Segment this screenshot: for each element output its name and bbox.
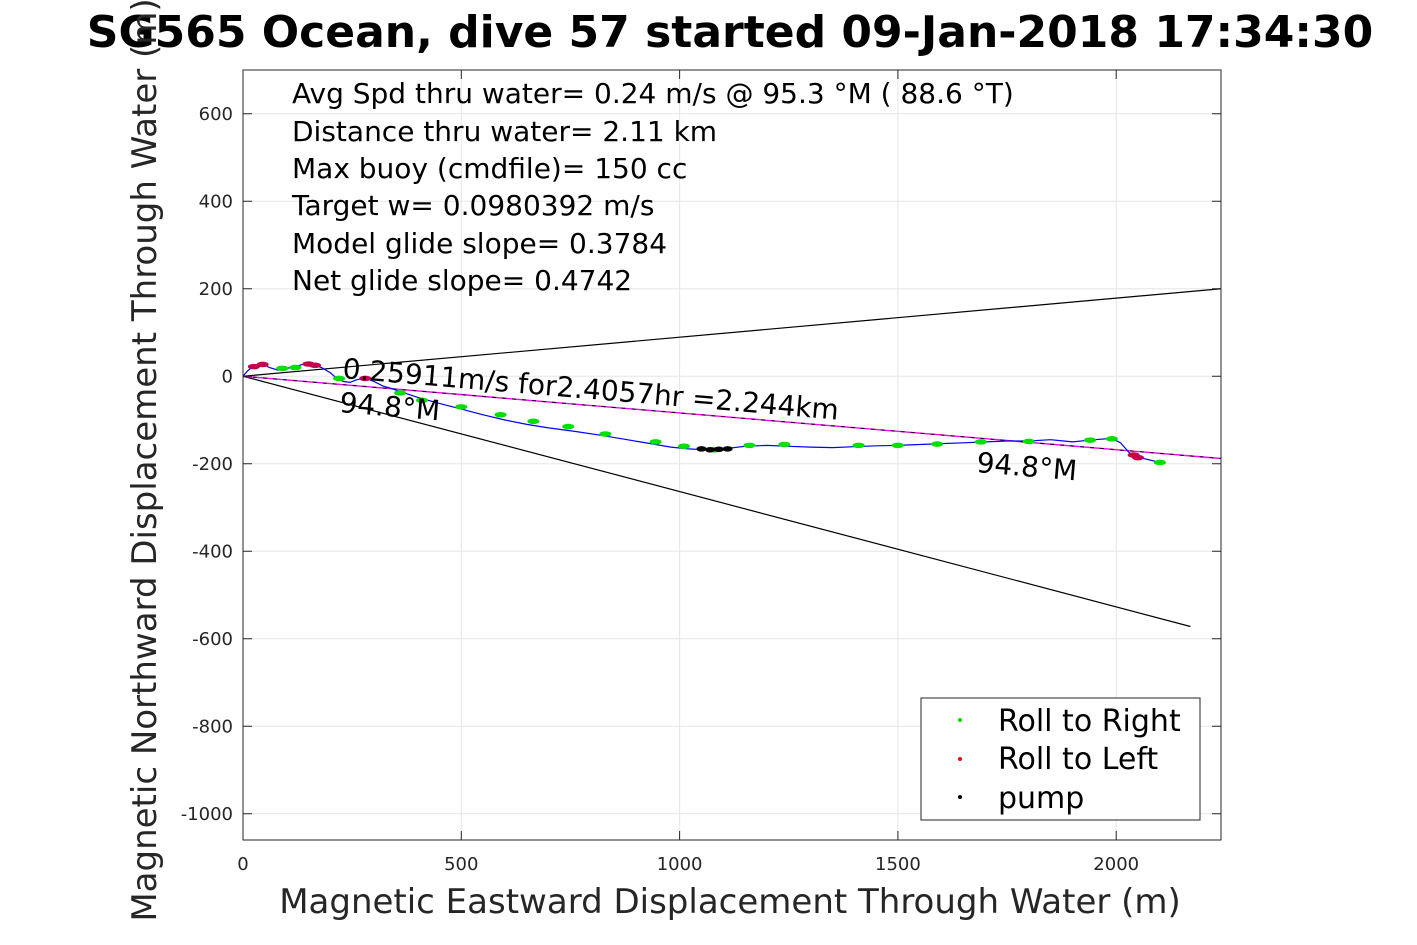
roll-right-point <box>974 439 987 445</box>
x-axis-label: Magnetic Eastward Displacement Through W… <box>279 882 1181 922</box>
stat-net-glide: Net glide slope= 0.4742 <box>292 264 632 297</box>
legend: Roll to Right Roll to Left pump <box>920 697 1201 821</box>
roll-right-point <box>931 441 944 447</box>
stats-block: Avg Spd thru water= 0.24 m/s @ 95.3 °M (… <box>291 77 1014 297</box>
roll-points <box>247 361 1166 466</box>
roll-left-point <box>309 362 322 369</box>
roll-right-point <box>1084 437 1097 443</box>
chart-title: SG565 Ocean, dive 57 started 09-Jan-2018… <box>87 7 1373 58</box>
roll-right-point <box>333 375 346 382</box>
roll-right-point <box>743 442 756 449</box>
roll-right-point <box>1022 438 1035 445</box>
x-tick-label: 500 <box>444 854 478 875</box>
legend-marker-roll-right <box>958 718 962 722</box>
roll-right-point <box>394 390 407 396</box>
pump-point <box>696 446 707 452</box>
roll-right-point <box>455 404 468 410</box>
x-tick-label: 1000 <box>657 854 703 875</box>
roll-right-point <box>289 364 302 371</box>
roll-right-point <box>778 441 791 448</box>
grid <box>242 70 1221 840</box>
cone-line <box>242 375 1191 628</box>
legend-label-roll-left: Roll to Left <box>998 742 1158 777</box>
y-tick-label: -600 <box>192 629 233 650</box>
roll-right-point <box>1105 436 1118 442</box>
legend-marker-pump <box>958 795 962 799</box>
pump-point <box>705 446 716 453</box>
cone-line <box>242 288 1222 377</box>
stat-max-buoy: Max buoy (cmdfile)= 150 cc <box>292 152 687 185</box>
roll-right-point <box>891 442 904 449</box>
x-tick-label: 1500 <box>875 854 921 875</box>
roll-right-point <box>649 439 662 445</box>
plot-frame <box>242 69 1222 841</box>
y-tick-label: 200 <box>199 279 233 300</box>
y-tick-label: 400 <box>199 191 233 212</box>
legend-label-pump: pump <box>998 781 1084 816</box>
stat-distance: Distance thru water= 2.11 km <box>292 115 717 148</box>
y-axis-label: Magnetic Northward Displacement Through … <box>125 0 165 922</box>
axis-ticks: 0 500 1000 1500 2000 -1000 -800 -600 -400 -200 0 20… <box>181 70 1221 875</box>
pump-point <box>713 446 724 453</box>
legend-marker-roll-left <box>958 757 962 761</box>
y-tick-label: -800 <box>192 716 233 737</box>
roll-right-point <box>494 411 507 418</box>
roll-right-point <box>416 397 429 404</box>
roll-left-point <box>359 375 372 382</box>
roll-right-point <box>852 442 865 449</box>
x-tick-label: 0 <box>237 854 248 875</box>
roll-right-point <box>1153 459 1166 466</box>
stat-avg-speed: Avg Spd thru water= 0.24 m/s @ 95.3 °M (… <box>292 77 1014 110</box>
stat-model-glide: Model glide slope= 0.3784 <box>292 227 667 260</box>
pump-point <box>722 446 733 452</box>
roll-right-point <box>276 365 289 372</box>
y-tick-label: 600 <box>199 104 233 125</box>
y-tick-label: -400 <box>192 541 233 562</box>
roll-right-point <box>677 443 690 450</box>
heading-line-dash <box>242 375 1222 459</box>
x-tick-label: 2000 <box>1093 854 1139 875</box>
roll-right-point <box>562 423 575 430</box>
stat-target-w: Target w= 0.0980392 m/s <box>291 189 654 222</box>
roll-right-point <box>527 418 540 425</box>
roll-left-point <box>256 361 269 368</box>
y-tick-label: -200 <box>192 454 233 475</box>
y-tick-label: 0 <box>222 366 233 387</box>
legend-box <box>920 697 1201 821</box>
roll-left-point <box>1132 454 1145 461</box>
legend-label-roll-right: Roll to Right <box>998 704 1181 739</box>
y-tick-label: -1000 <box>181 804 233 825</box>
roll-right-point <box>599 431 612 437</box>
reference-lines <box>242 288 1222 628</box>
